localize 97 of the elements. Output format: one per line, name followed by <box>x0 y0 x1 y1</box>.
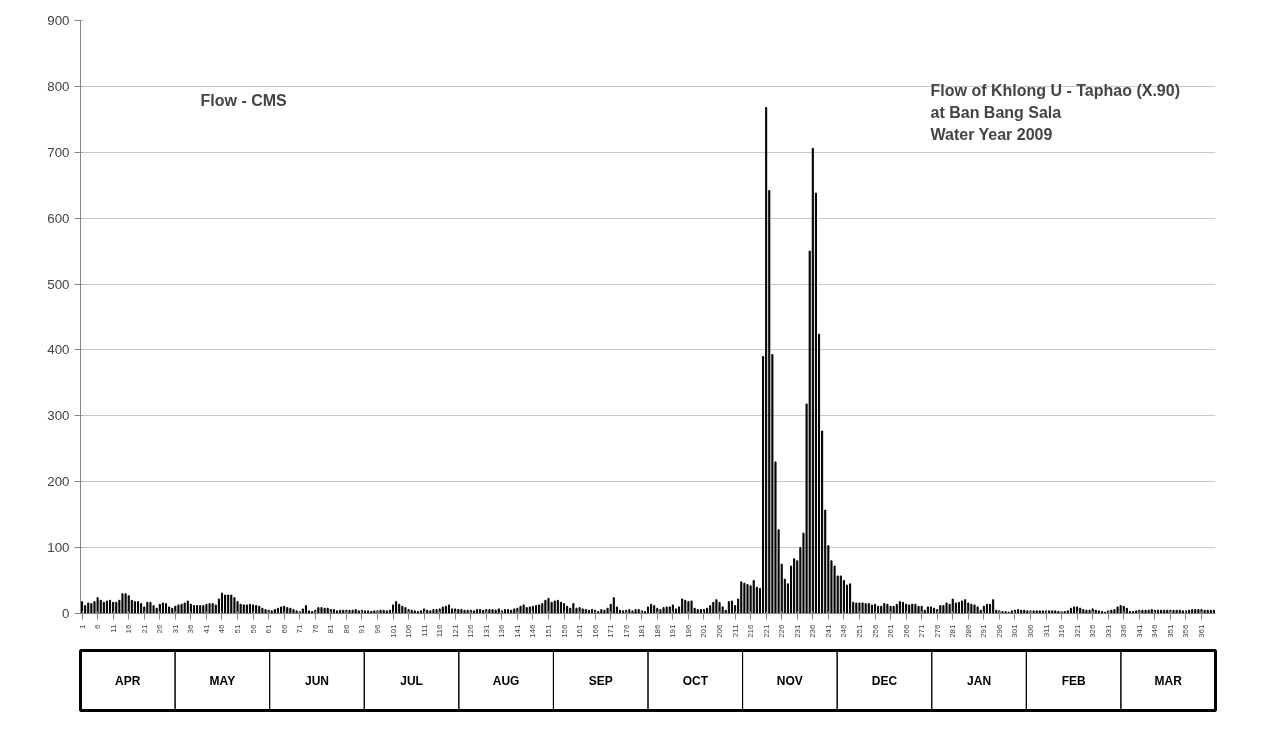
x-tick-label: 71 <box>295 623 305 634</box>
x-tick-label: 301 <box>1010 623 1020 638</box>
y-tick-label: 900 <box>47 13 70 28</box>
x-tick-label: 316 <box>1057 623 1067 638</box>
y-tick-label: 400 <box>47 342 70 358</box>
text: JUL <box>400 673 423 688</box>
x-tick-label: 206 <box>715 623 725 638</box>
x-tick-label: 256 <box>870 623 880 638</box>
x-tick-label: 246 <box>839 623 849 638</box>
x-tick-label: 76 <box>310 623 320 634</box>
x-tick-label: 31 <box>170 623 180 634</box>
x-tick-label: 261 <box>886 623 896 638</box>
x-tick-label: 136 <box>497 623 507 638</box>
text: MAY <box>209 673 236 688</box>
x-tick-label: 26 <box>155 623 165 634</box>
x-tick-label: 181 <box>637 623 647 638</box>
x-tick-label: 346 <box>1150 623 1160 638</box>
x-tick-label: 221 <box>761 623 771 638</box>
x-tick-label: 266 <box>901 623 911 638</box>
x-tick-label: 141 <box>512 623 522 638</box>
x-tick-label: 361 <box>1197 623 1207 638</box>
x-tick-label: 106 <box>404 623 414 638</box>
x-tick-label: 41 <box>201 623 211 634</box>
y-tick-label: 300 <box>47 408 70 424</box>
text: MAR <box>1154 673 1183 688</box>
x-tick-label: 191 <box>668 623 678 638</box>
y-tick-label: 500 <box>47 276 70 292</box>
y-axis-title: Flow - CMS <box>200 91 288 109</box>
x-tick-label: 171 <box>606 623 616 638</box>
x-tick-label: 276 <box>932 623 942 638</box>
x-tick-label: 131 <box>481 623 491 638</box>
x-tick-label: 311 <box>1041 623 1051 638</box>
x-tick-label: 21 <box>139 623 149 634</box>
x-tick-label: 356 <box>1181 623 1191 638</box>
x-tick-label: 231 <box>792 623 802 638</box>
text: JAN <box>967 673 992 688</box>
x-tick-label: 296 <box>994 623 1004 638</box>
y-tick-label: 200 <box>47 474 70 490</box>
x-tick-label: 91 <box>357 623 367 634</box>
x-tick-label: 201 <box>699 623 709 638</box>
x-tick-label: 286 <box>963 623 973 638</box>
x-tick-label: 341 <box>1134 623 1144 638</box>
x-tick-label: 111 <box>419 623 429 637</box>
x-tick-label: 196 <box>683 623 693 638</box>
x-tick-label: 156 <box>559 623 569 638</box>
x-tick-label: 61 <box>264 623 274 634</box>
text: Flow of Khlong U - Taphao (X.90) at Ban Bang Sala Water Year 2009 <box>930 81 1180 143</box>
text: NOV <box>776 673 803 688</box>
x-tick-label: 56 <box>248 623 258 634</box>
x-tick-label: 146 <box>528 623 538 638</box>
x-tick-label: 226 <box>777 623 787 638</box>
y-tick-label: 800 <box>47 78 70 94</box>
text: APR <box>115 673 141 688</box>
text: JUN <box>304 673 329 688</box>
x-tick-label: 211 <box>730 623 740 638</box>
x-tick-label: 281 <box>948 623 958 638</box>
x-tick-label: 186 <box>652 623 662 638</box>
y-tick-label: 100 <box>47 540 70 556</box>
text: FEB <box>1061 673 1086 688</box>
text: AUG <box>492 673 520 688</box>
y-tick-label: 600 <box>47 210 70 226</box>
x-tick-label: 11 <box>108 623 118 633</box>
x-tick-label: 241 <box>823 623 833 638</box>
text: DEC <box>871 673 898 688</box>
x-tick-label: 336 <box>1119 623 1129 638</box>
x-tick-label: 81 <box>326 623 336 634</box>
x-tick-label: 121 <box>450 623 460 638</box>
x-tick-label: 96 <box>372 623 382 634</box>
x-tick-label: 16 <box>124 623 134 634</box>
x-tick-label: 271 <box>917 623 927 638</box>
x-tick-label: 321 <box>1072 623 1082 638</box>
x-tick-label: 6 <box>93 623 103 629</box>
x-tick-label: 166 <box>590 623 600 638</box>
x-tick-label: 251 <box>854 623 864 638</box>
x-tick-label: 216 <box>746 623 756 638</box>
x-tick-label: 161 <box>575 623 585 638</box>
y-tick-label: 0 <box>62 606 70 621</box>
x-tick-label: 326 <box>1088 623 1098 638</box>
x-tick-label: 36 <box>186 623 196 634</box>
x-tick-label: 101 <box>388 623 398 638</box>
x-tick-label: 1 <box>77 623 87 629</box>
x-tick-label: 291 <box>979 623 989 638</box>
text: SEP <box>588 673 613 688</box>
x-tick-label: 306 <box>1025 623 1035 638</box>
x-tick-label: 151 <box>543 623 553 638</box>
x-tick-label: 176 <box>621 623 631 638</box>
x-tick-label: 46 <box>217 623 227 634</box>
x-tick-label: 51 <box>233 623 243 634</box>
x-tick-label: 236 <box>808 623 818 638</box>
x-tick-label: 116 <box>435 623 445 638</box>
y-tick-label: 700 <box>47 144 70 160</box>
x-tick-label: 351 <box>1165 623 1175 638</box>
text: OCT <box>682 673 709 688</box>
x-tick-label: 331 <box>1103 623 1113 638</box>
x-tick-label: 126 <box>466 623 476 638</box>
x-tick-label: 86 <box>341 623 351 634</box>
x-tick-label: 66 <box>279 623 289 634</box>
